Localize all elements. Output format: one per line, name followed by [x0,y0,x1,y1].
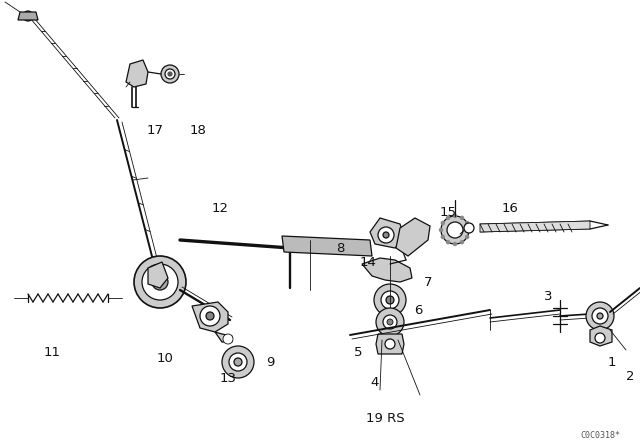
Polygon shape [282,236,372,256]
Polygon shape [192,302,228,332]
Circle shape [234,358,242,366]
Circle shape [446,240,450,244]
Polygon shape [362,258,412,282]
Circle shape [206,312,214,320]
Text: 10: 10 [157,352,173,365]
Circle shape [441,235,445,239]
Circle shape [383,315,397,329]
Circle shape [383,232,389,238]
Text: 6: 6 [414,303,422,316]
Circle shape [465,235,469,239]
Circle shape [381,291,399,309]
Text: 1: 1 [608,356,616,369]
Text: 15: 15 [440,206,456,219]
Circle shape [464,223,474,233]
Circle shape [460,216,464,220]
Circle shape [595,333,605,343]
Circle shape [439,228,443,232]
Circle shape [447,222,463,238]
Circle shape [23,11,33,21]
Circle shape [465,221,469,225]
Circle shape [168,72,172,76]
Polygon shape [370,218,405,248]
Circle shape [592,308,608,324]
Circle shape [223,334,233,344]
Text: 11: 11 [44,345,61,358]
Polygon shape [18,12,38,20]
Circle shape [453,214,457,218]
Text: 4: 4 [371,375,379,388]
Text: 2: 2 [626,370,634,383]
Circle shape [387,319,393,325]
Circle shape [467,228,471,232]
Circle shape [165,69,175,79]
Circle shape [152,274,168,290]
Circle shape [385,339,395,349]
Text: 9: 9 [266,356,274,369]
Circle shape [222,346,254,378]
Text: 5: 5 [354,345,362,358]
Circle shape [441,216,469,244]
Circle shape [586,302,614,330]
Circle shape [374,284,406,316]
Text: 7: 7 [424,276,432,289]
Text: 17: 17 [147,124,163,137]
Text: 3: 3 [544,289,552,302]
Text: 14: 14 [360,255,376,268]
Text: 16: 16 [502,202,518,215]
Circle shape [441,221,445,225]
Text: C0C0318*: C0C0318* [580,431,620,440]
Polygon shape [590,326,612,346]
Polygon shape [376,334,404,354]
Polygon shape [396,218,430,256]
Polygon shape [148,262,168,288]
Circle shape [134,256,186,308]
Text: 13: 13 [220,371,237,384]
Text: 8: 8 [336,241,344,254]
Circle shape [200,306,220,326]
Circle shape [453,242,457,246]
Circle shape [460,240,464,244]
Text: 18: 18 [189,124,207,137]
Circle shape [161,65,179,83]
Circle shape [386,296,394,304]
Circle shape [229,353,247,371]
Polygon shape [480,221,590,232]
Circle shape [378,227,394,243]
Circle shape [376,308,404,336]
Circle shape [142,264,178,300]
Circle shape [597,313,603,319]
Polygon shape [126,60,148,87]
Text: 19 RS: 19 RS [365,412,404,425]
Text: 12: 12 [211,202,228,215]
Polygon shape [215,332,232,342]
Circle shape [446,216,450,220]
Circle shape [157,279,163,285]
